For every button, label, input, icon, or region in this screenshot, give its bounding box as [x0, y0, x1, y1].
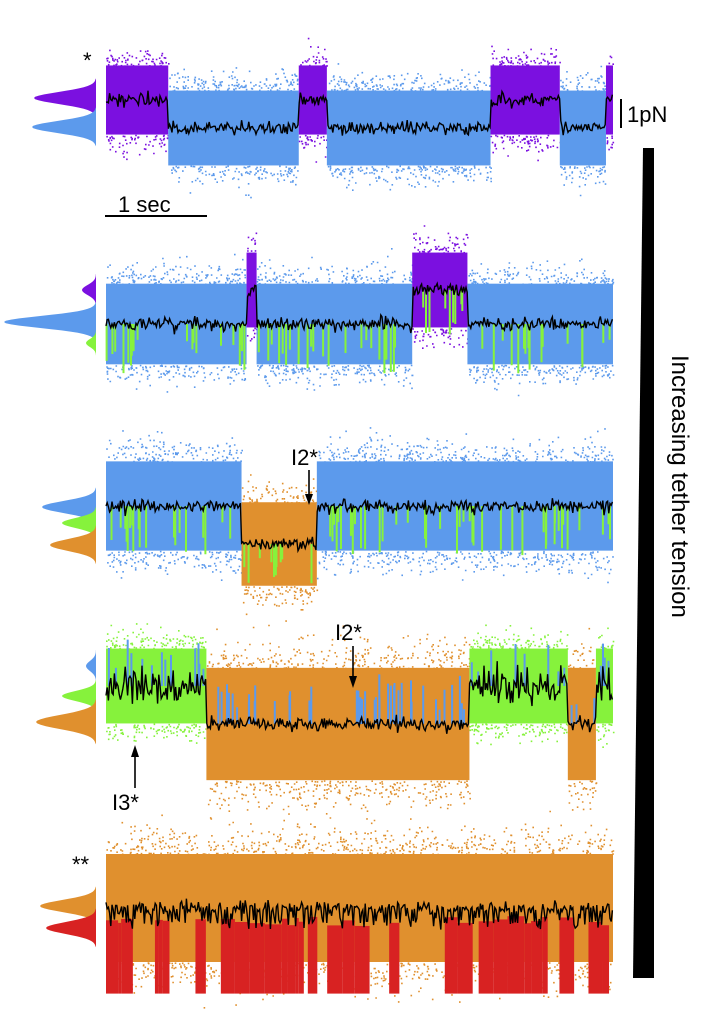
segment-band-orange: [206, 667, 470, 781]
segment-band-red: [264, 924, 282, 994]
force-histogram-4: [36, 650, 96, 745]
histogram-peak-green: [62, 507, 96, 539]
segment-fringe-blue: [327, 63, 492, 191]
segment-fringe-purple: [490, 45, 562, 162]
histogram-peak-green: [62, 680, 96, 712]
trace-panel-5: [105, 810, 615, 1009]
filtered-trace: [105, 89, 614, 137]
segment-band-red: [118, 922, 122, 994]
segment-band-red: [542, 916, 548, 994]
trace-panel-1: [105, 37, 615, 199]
histogram-peak-orange: [40, 886, 96, 926]
histogram-peak-green: [86, 330, 96, 356]
segment-band-red: [389, 922, 400, 994]
segment-band-red: [195, 919, 206, 994]
force-scale-label: 1pN: [627, 102, 667, 127]
segment-band-red: [234, 921, 250, 994]
histogram-peak-blue: [32, 107, 96, 147]
histogram-peak-blue: [4, 302, 96, 342]
segment-band-red: [588, 921, 603, 994]
force-histogram-5: [40, 886, 96, 948]
filtered-trace: [105, 661, 614, 734]
segment-band-blue: [326, 90, 491, 166]
segment-band-red: [158, 919, 163, 994]
panel4-i3-arrow-head: [131, 745, 139, 757]
segment-fringe-purple: [412, 225, 469, 349]
force-histogram-1: [32, 78, 96, 147]
histogram-peak-orange: [36, 699, 96, 745]
segment-band-blue: [168, 90, 299, 166]
panel5-star-annotation: **: [72, 852, 90, 877]
segment-band-red: [295, 918, 299, 994]
force-histogram-3: [42, 487, 96, 565]
histograms-layer: [4, 78, 96, 948]
segment-band-red: [162, 920, 170, 994]
segment-fringe-orange: [106, 810, 615, 1009]
segment-band-red: [249, 923, 265, 994]
segment-band-red: [559, 917, 575, 994]
panel4-i2-arrow-head: [349, 676, 357, 688]
segment-fringe-purple: [606, 55, 615, 151]
segment-band-red: [444, 917, 458, 994]
segment-band-red: [457, 922, 473, 994]
segment-band-red: [327, 925, 343, 994]
segment-band-red: [342, 920, 355, 994]
segment-band-red: [524, 923, 532, 994]
transient-spikes-green: [110, 506, 611, 584]
panel4-i2-label: I2*: [335, 620, 362, 645]
tension-label: Increasing tether tension: [666, 355, 693, 618]
histogram-peak-purple: [34, 78, 96, 118]
segment-band-red: [602, 925, 610, 994]
filtered-trace: [105, 898, 614, 930]
segment-band-red: [531, 921, 543, 994]
panel1-star-annotation: *: [83, 48, 92, 73]
segment-fringe-purple: [298, 37, 328, 163]
tension-wedge: [633, 148, 654, 978]
segment-fringe-blue: [106, 253, 247, 393]
histogram-peak-purple: [82, 274, 96, 306]
segment-band-red: [121, 918, 133, 994]
transient-spikes-green: [105, 290, 611, 374]
segment-band-red: [354, 925, 370, 994]
segment-fringe-purple: [106, 49, 170, 161]
segment-band-red: [478, 921, 494, 994]
trace-panel-4: [105, 623, 615, 822]
segment-band-red: [493, 919, 508, 994]
time-scale-label: 1 sec: [118, 192, 171, 217]
filtered-trace: [105, 281, 614, 335]
segment-band-red: [106, 920, 119, 994]
panel3-i2-arrow-head: [305, 494, 313, 505]
segment-band-orange: [241, 502, 317, 586]
segment-band-purple: [412, 252, 468, 328]
segment-band-red: [220, 918, 235, 994]
panel4-i3-label: I3*: [112, 790, 139, 815]
histogram-peak-orange: [50, 525, 96, 565]
segment-fringe-blue: [560, 65, 607, 197]
panels-layer: [105, 37, 615, 1009]
panel3-i2-label: I2*: [291, 445, 318, 470]
histogram-peak-red: [46, 908, 96, 948]
trace-panel-3: [105, 427, 614, 627]
filtered-trace: [105, 497, 614, 554]
segment-band-red: [307, 916, 318, 994]
segment-band-red: [287, 925, 296, 994]
trace-panel-2: [105, 225, 615, 397]
transient-spikes-blue: [107, 639, 610, 724]
segment-band-red: [154, 920, 159, 994]
segment-band-red: [281, 918, 288, 994]
histogram-peak-blue: [86, 650, 96, 682]
force-histogram-2: [4, 274, 96, 356]
segment-band-red: [507, 916, 525, 994]
segment-band-red: [298, 921, 304, 994]
